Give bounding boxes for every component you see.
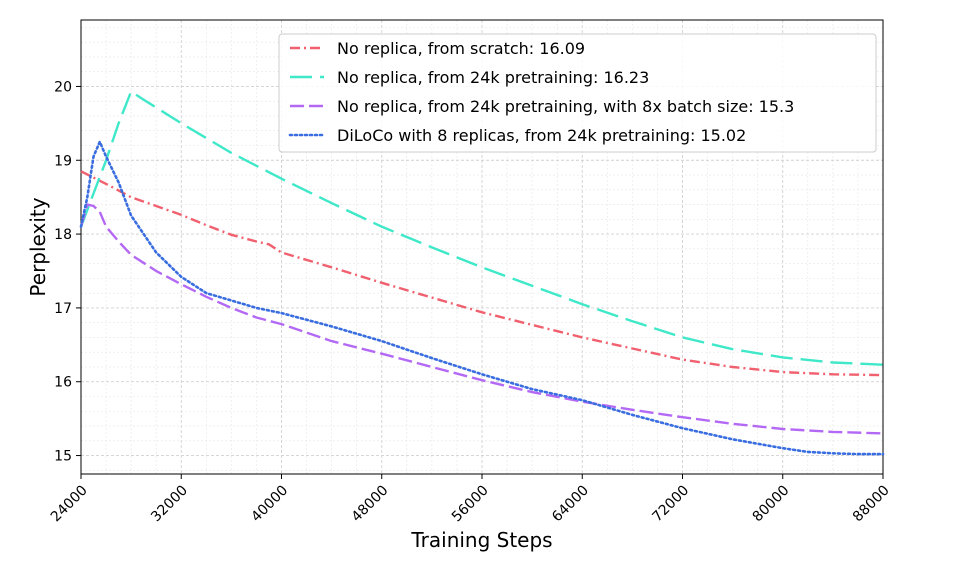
- series-line-3: [79, 203, 884, 435]
- y-tick-label: 16: [54, 375, 72, 391]
- series-layer: [79, 89, 885, 456]
- x-tick-label: 24000: [48, 482, 91, 525]
- legend-box: [278, 33, 877, 153]
- x-tick-label: 40000: [248, 482, 291, 525]
- x-tick-label: 80000: [750, 482, 793, 525]
- legend-label-2: No replica, from 24k pretraining: 16.23: [337, 68, 649, 87]
- y-tick-label: 20: [54, 79, 72, 95]
- y-tick-label: 15: [54, 449, 72, 465]
- series-line-1: [80, 170, 884, 377]
- y-tick-label: 17: [54, 301, 72, 317]
- x-tick-label: 32000: [148, 482, 191, 525]
- legend-label-1: No replica, from scratch: 16.09: [337, 39, 585, 58]
- x-tick-label: 72000: [649, 482, 692, 525]
- series-line-2: [79, 89, 884, 366]
- x-tick-label: 56000: [449, 482, 492, 525]
- x-tick-label: 64000: [549, 482, 592, 525]
- y-axis-label: Perplexity: [26, 197, 50, 296]
- legend-label-4: DiLoCo with 8 replicas, from 24k pretrai…: [337, 126, 746, 145]
- y-tick-label: 19: [54, 153, 72, 169]
- x-tick-label: 88000: [850, 482, 893, 525]
- legend-label-3: No replica, from 24k pretraining, with 8…: [337, 97, 794, 116]
- legend: No replica, from scratch: 16.09 No replic…: [278, 33, 877, 153]
- y-tick-label: 18: [54, 227, 72, 243]
- x-axis-label: Training Steps: [410, 528, 552, 552]
- series-line-4: [79, 138, 885, 456]
- x-tick-label: 48000: [349, 482, 392, 525]
